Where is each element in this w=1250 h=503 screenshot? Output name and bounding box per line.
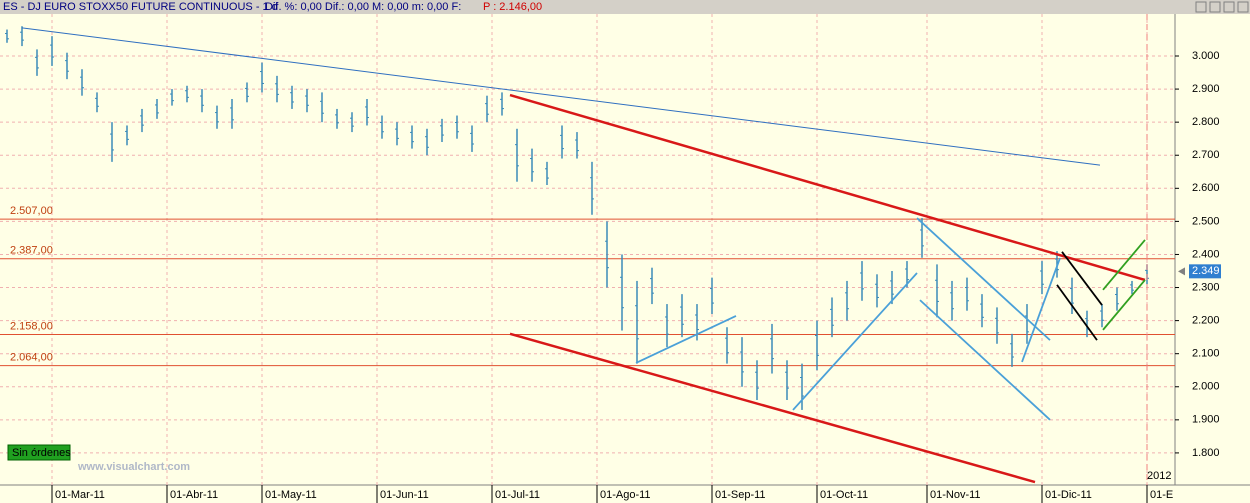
- close-button[interactable]: [1223, 1, 1235, 13]
- trend-line: [919, 299, 1051, 421]
- scroll-button[interactable]: [1237, 1, 1249, 13]
- y-tick-label: 2.500: [1192, 215, 1220, 227]
- level-label: 2.158,00: [10, 320, 53, 332]
- x-tick-label: 01-Sep-11: [715, 489, 766, 501]
- trend-line: [1102, 279, 1146, 331]
- header-stats: Dif. %: 0,00 Dif.: 0,00 M: 0,00 m: 0,00 …: [265, 1, 461, 13]
- year-label: 2012: [1147, 470, 1171, 482]
- y-tick-label: 2.300: [1192, 281, 1220, 293]
- minimize-button[interactable]: [1195, 1, 1207, 13]
- header-bar: [0, 0, 1250, 14]
- trend-line: [509, 332, 1036, 484]
- maximize-button[interactable]: [1209, 1, 1221, 13]
- trend-line: [21, 27, 1101, 166]
- x-tick-label: 01-May-11: [265, 489, 317, 501]
- x-tick-label: 01-Ago-11: [600, 489, 651, 501]
- trend-line: [916, 217, 1051, 341]
- y-tick-label: 3.000: [1192, 50, 1220, 62]
- trend-line: [509, 93, 1146, 282]
- trend-line: [1061, 251, 1103, 306]
- y-tick-label: 2.900: [1192, 83, 1220, 95]
- watermark: www.visualchart.com: [77, 461, 190, 473]
- level-label: 2.064,00: [10, 352, 53, 364]
- y-tick-label: 2.700: [1192, 149, 1220, 161]
- y-tick-label: 1.900: [1192, 414, 1220, 426]
- last-price-arrow: [1178, 267, 1185, 276]
- x-tick-label: 01-Jul-11: [495, 489, 540, 501]
- status-text[interactable]: Sin órdenes: [12, 447, 71, 459]
- x-tick-label: 01-Abr-11: [170, 489, 218, 501]
- last-price-box: [1189, 264, 1221, 279]
- x-tick-label: 01-Jun-11: [380, 489, 429, 501]
- trend-line: [792, 272, 918, 411]
- last-price-label: 2.349: [1192, 265, 1220, 277]
- trend-line: [635, 315, 737, 364]
- x-tick-label: 01-Dic-11: [1045, 489, 1092, 501]
- y-tick-label: 2.600: [1192, 182, 1220, 194]
- status-box[interactable]: [7, 444, 71, 461]
- y-tick-label: 2.800: [1192, 116, 1220, 128]
- trend-line: [1102, 239, 1146, 291]
- y-tick-label: 2.100: [1192, 348, 1220, 360]
- level-label: 2.387,00: [10, 245, 53, 257]
- window-buttons[interactable]: [1195, 1, 1249, 13]
- x-tick-label: 01-Nov-11: [930, 489, 981, 501]
- y-tick-label: 2.400: [1192, 248, 1220, 260]
- header-title: ES - DJ EURO STOXX50 FUTURE CONTINUOUS -…: [3, 1, 278, 13]
- x-tick-label: 01-Oct-11: [820, 489, 868, 501]
- y-tick-label: 2.200: [1192, 315, 1220, 327]
- trend-line: [1056, 284, 1098, 341]
- x-tick-label: 01-Mar-11: [55, 489, 105, 501]
- y-tick-label: 1.800: [1192, 447, 1220, 459]
- x-tick-label: 01-E: [1150, 489, 1173, 501]
- trend-line: [1021, 257, 1061, 363]
- level-label: 2.507,00: [10, 205, 53, 217]
- header-price: P : 2.146,00: [483, 1, 542, 13]
- y-tick-label: 2.000: [1192, 381, 1220, 393]
